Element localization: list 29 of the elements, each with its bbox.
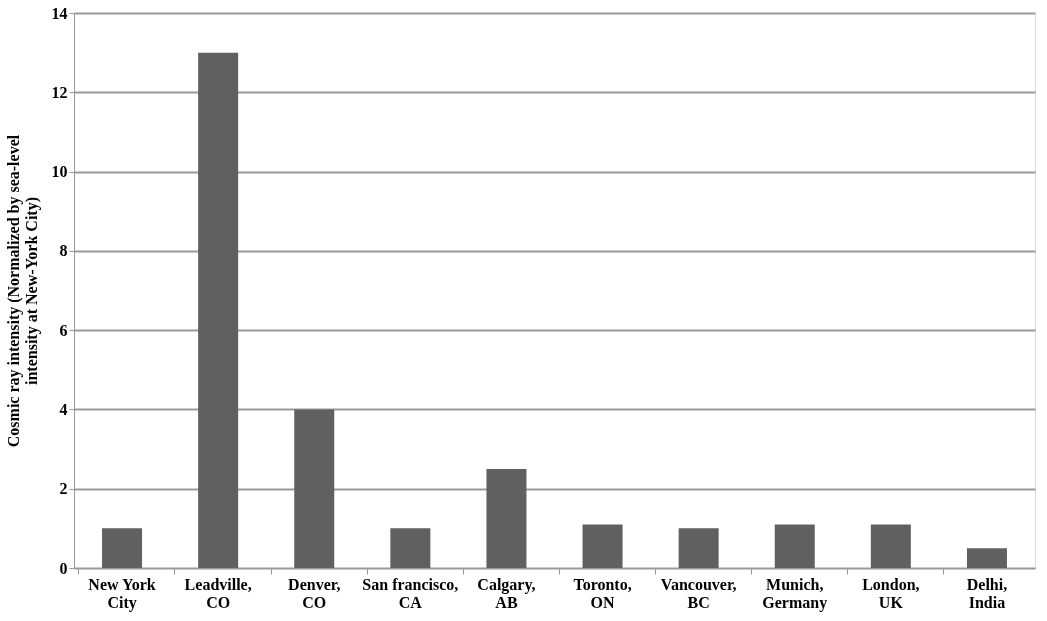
x-tick-label: Munich, Germany (762, 575, 828, 612)
bar (582, 524, 623, 568)
bar (294, 409, 335, 568)
y-tick-label: 2 (59, 480, 68, 498)
bar (102, 528, 143, 568)
y-tick-label: 12 (51, 83, 68, 101)
y-tick-label: 0 (59, 559, 68, 577)
y-tick-label: 14 (51, 4, 68, 22)
y-tick-label: 8 (59, 242, 68, 260)
y-tick-label: 4 (59, 400, 68, 418)
bar (390, 528, 431, 568)
x-tick-label: Denver, CO (288, 575, 341, 611)
x-tick-label: Delhi, India (966, 575, 1008, 611)
x-tick-label: New York City (88, 575, 156, 612)
bar (198, 52, 239, 568)
y-tick-label: 10 (51, 163, 68, 181)
x-tick-label: Leadville, CO (184, 575, 252, 611)
x-tick-label: Toronto, ON (573, 575, 632, 611)
x-tick-label: London, UK (862, 575, 920, 611)
y-tick-label: 6 (59, 321, 68, 339)
bar (870, 524, 911, 568)
x-tick-label: Calgary, AB (477, 575, 536, 611)
bar (966, 548, 1007, 568)
x-tick-label: San francisco, CA (362, 575, 459, 611)
bar (486, 468, 527, 568)
bar (678, 528, 719, 568)
bar (774, 524, 815, 568)
x-tick-label: Vancouver, BC (660, 575, 737, 611)
y-axis-title: Cosmic ray intensity (Normalized by sea-level intensity at New-York City) (4, 134, 41, 448)
